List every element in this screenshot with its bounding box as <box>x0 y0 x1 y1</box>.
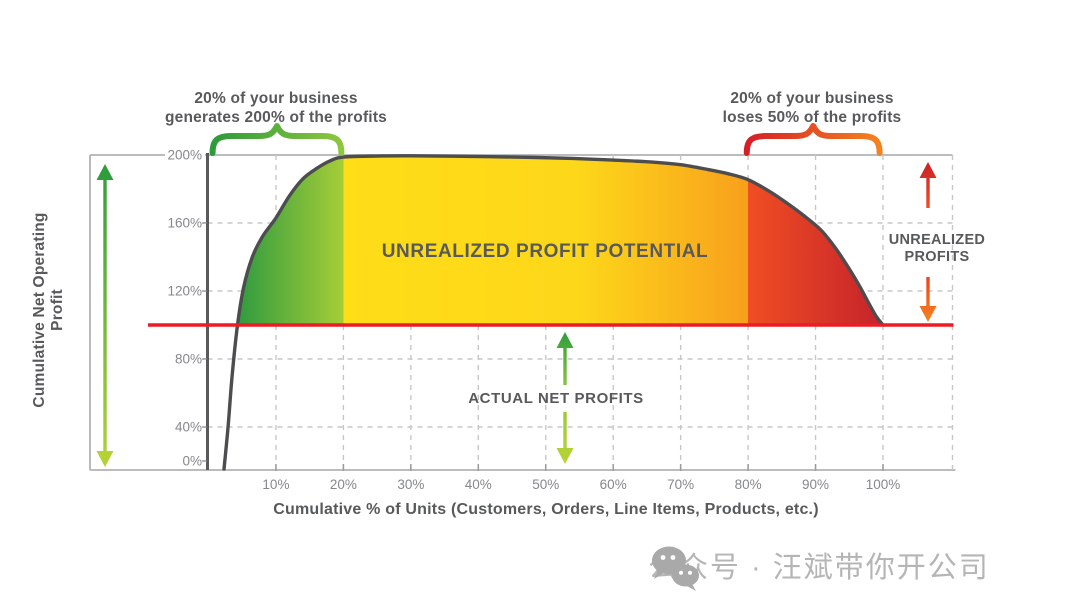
chart-frame <box>89 154 956 471</box>
x-tick-label: 40% <box>465 477 492 492</box>
y-axis-title: Cumulative Net Operating Profit <box>31 212 66 408</box>
profit-curve-area <box>237 155 884 325</box>
unrealized-profits-line2: PROFITS <box>904 249 970 265</box>
x-axis-title: Cumulative % of Units (Customers, Orders… <box>273 501 819 518</box>
watermark-text: 公众号 · 汪斌带你开公司 <box>648 552 990 584</box>
y-tick-label: 40% <box>175 420 202 435</box>
x-tick-label: 20% <box>330 477 357 492</box>
y-tick-label: 80% <box>175 352 202 367</box>
actual-net-profits-label: ACTUAL NET PROFITS <box>468 390 644 407</box>
unrealized-profits-up-arrow <box>919 162 937 208</box>
right-annotation-line1: 20% of your business <box>730 90 894 107</box>
unrealized-profits-label: UNREALIZED PROFITS <box>876 232 998 266</box>
left-brace <box>209 123 345 156</box>
x-tick-label: 60% <box>600 477 627 492</box>
wechat-icon <box>652 546 699 591</box>
actual-profits-down-arrow <box>556 412 574 464</box>
x-tick-label: 70% <box>667 477 694 492</box>
right-brace-annotation: 20% of your business loses 50% of the pr… <box>662 89 962 127</box>
tick-labels: 200% 160% 120% 80% 40% 0% 10% 20% 30% 40% 50% 60% 70… <box>165 147 900 492</box>
left-annotation-line1: 20% of your business <box>194 90 358 107</box>
left-brace-annotation: 20% of your business generates 200% of t… <box>126 89 426 127</box>
x-tick-label: 30% <box>397 477 424 492</box>
unrealized-profit-potential-label: UNREALIZED PROFIT POTENTIAL <box>381 241 709 262</box>
left-annotation-line2: generates 200% of the profits <box>165 109 387 126</box>
unrealized-profits-down-arrow <box>919 277 937 322</box>
x-tick-label: 100% <box>866 477 901 492</box>
right-annotation-line2: loses 50% of the profits <box>722 109 902 126</box>
x-tick-label: 10% <box>262 477 289 492</box>
y-axis-range-arrow <box>96 164 114 467</box>
x-tick-label: 50% <box>532 477 559 492</box>
right-brace <box>743 123 883 156</box>
y-tick-label: 0% <box>182 454 202 469</box>
watermark: 公众号 · 汪斌带你开公司 <box>648 544 990 591</box>
actual-profits-up-arrow <box>556 332 574 385</box>
unrealized-profits-line1: UNREALIZED <box>888 232 986 248</box>
y-tick-label: 160% <box>167 216 202 231</box>
profit-curve-line <box>222 154 885 471</box>
x-tick-label: 80% <box>735 477 762 492</box>
y-tick-label: 200% <box>167 148 202 163</box>
x-tick-label: 90% <box>802 477 829 492</box>
tick-marks <box>202 222 884 471</box>
y-tick-label: 120% <box>167 284 202 299</box>
